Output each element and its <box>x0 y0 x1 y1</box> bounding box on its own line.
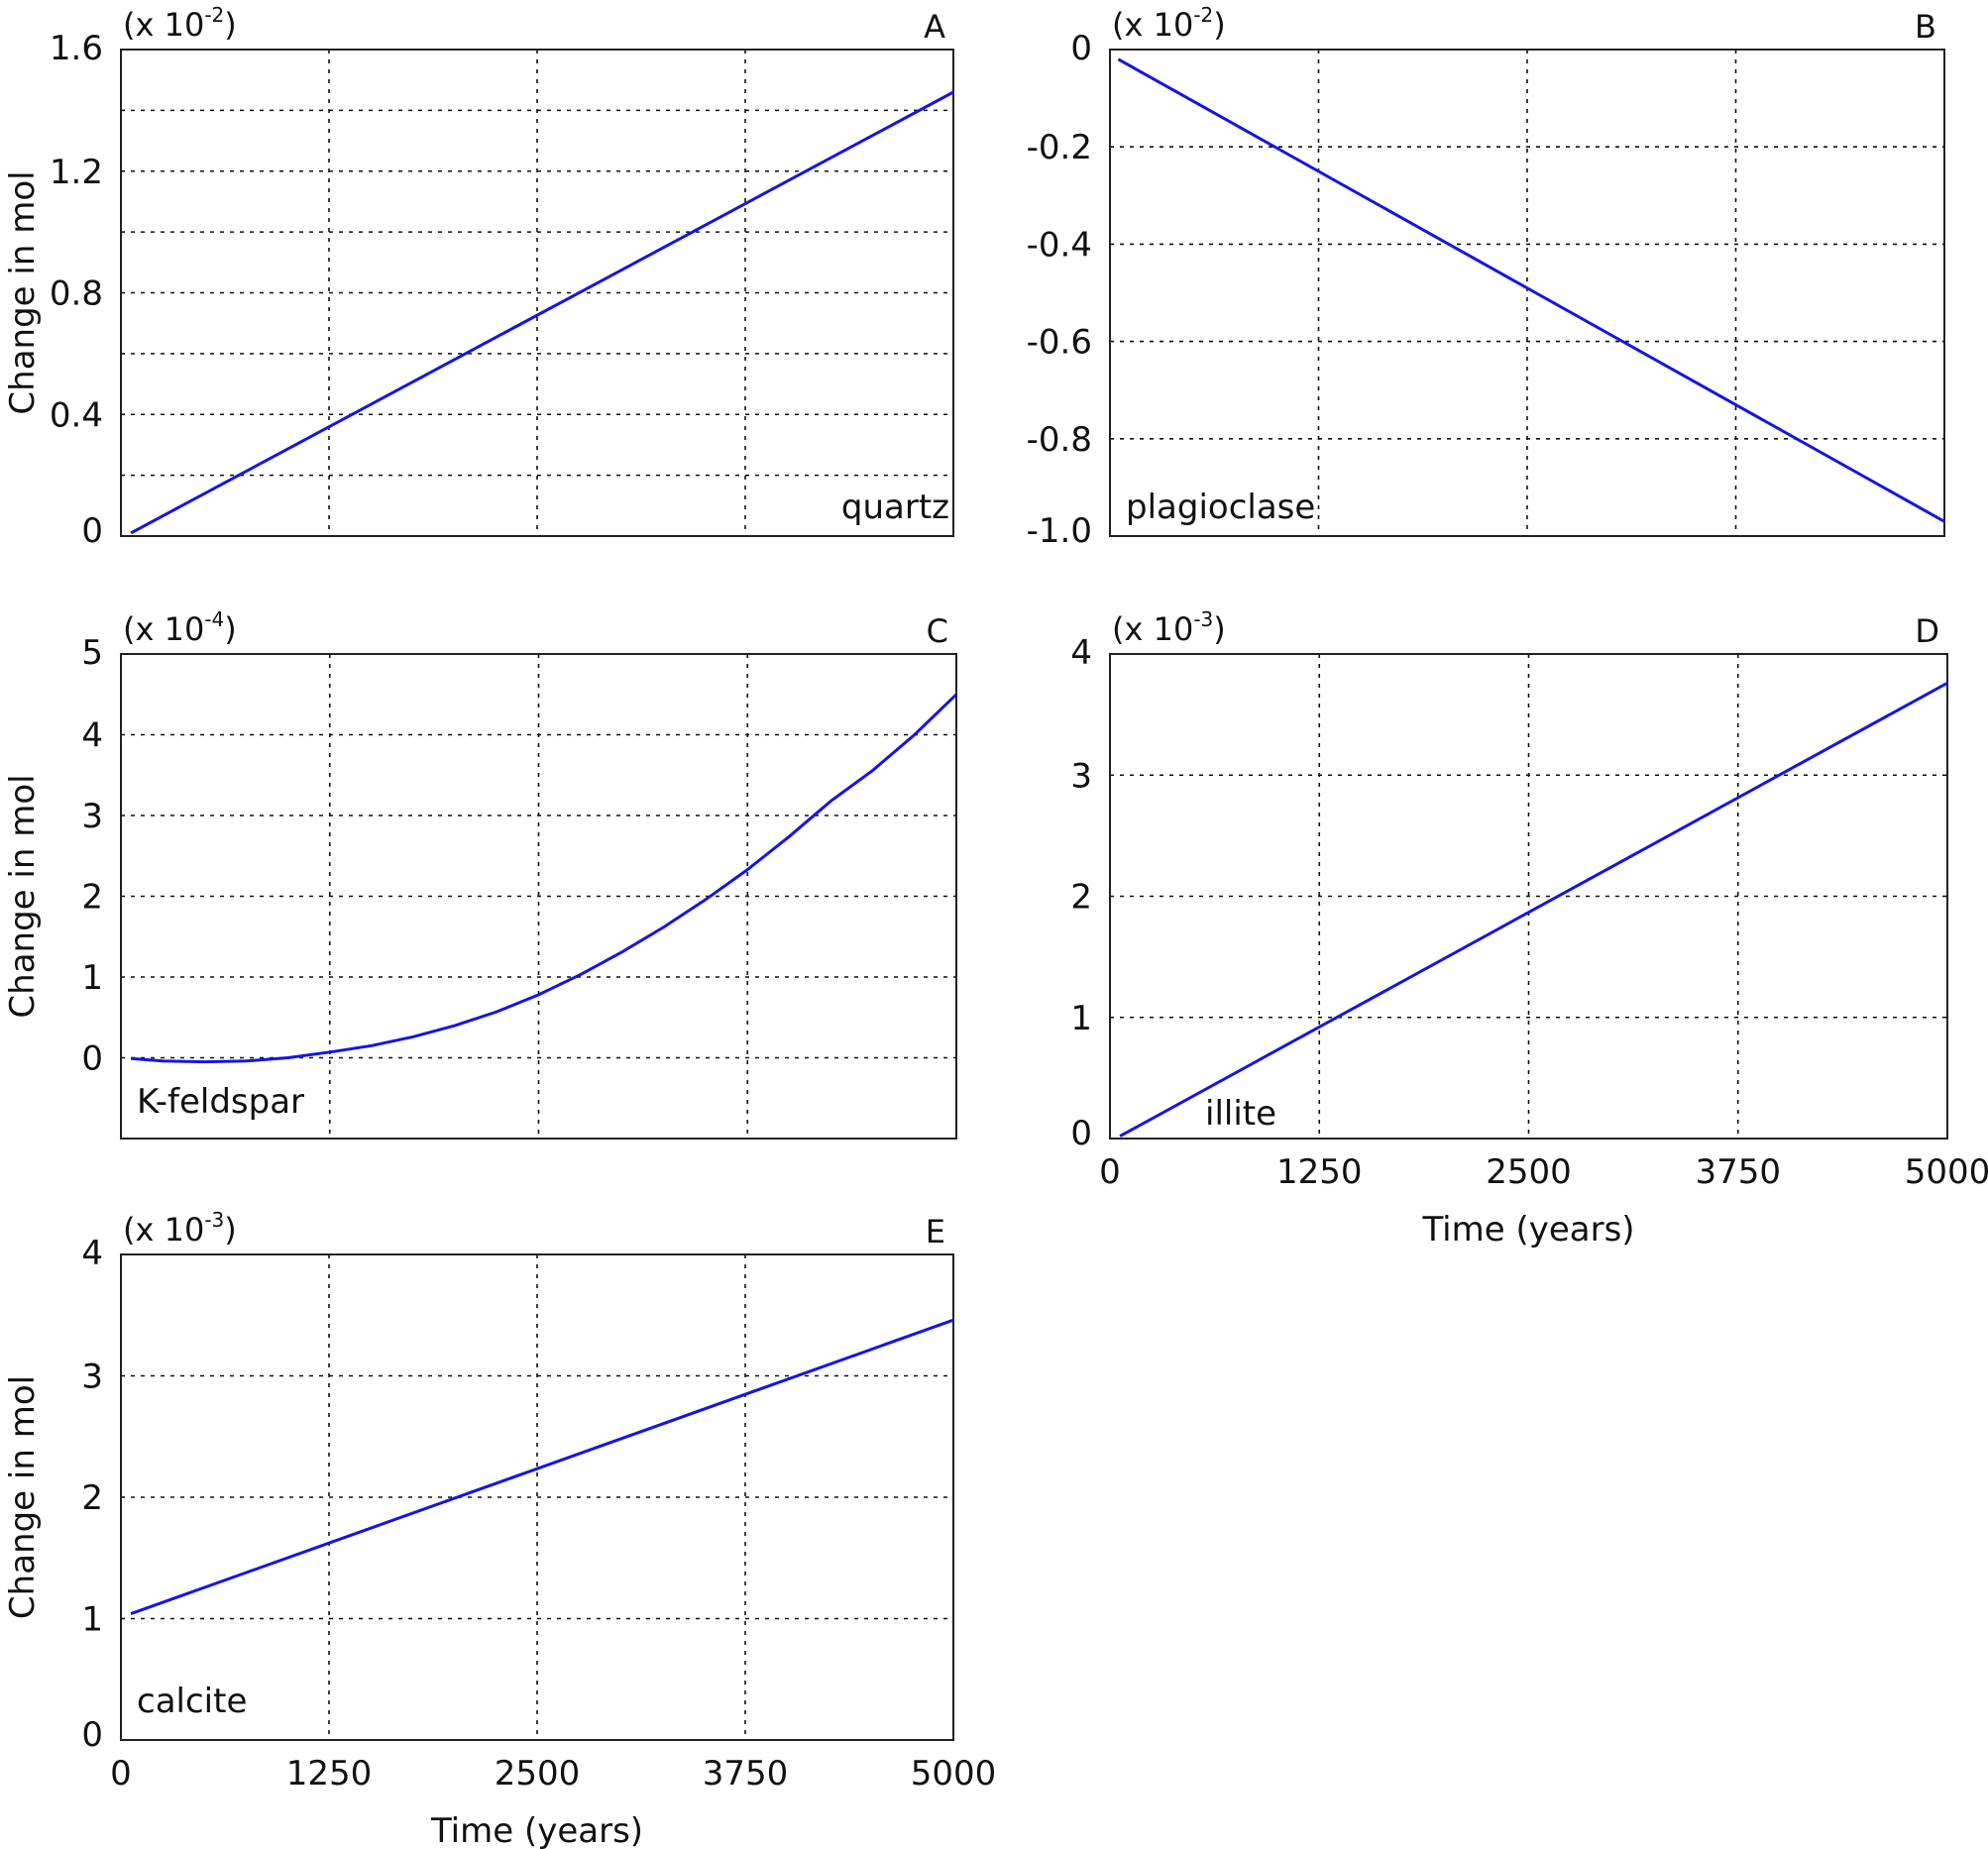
panel-b: -1.0 -0.8 -0.6 -0.4 -0.2 0 (x 10-2) Bplagioclas… <box>1027 3 1945 551</box>
panel-letter: E <box>926 1213 945 1251</box>
mineral-label: quartz <box>841 488 949 527</box>
y-tick-label: 2 <box>81 878 103 918</box>
y-tick-label: 3 <box>81 1358 103 1397</box>
plot-frame <box>120 653 957 1140</box>
panel-letter: D <box>1915 612 1939 650</box>
y-tick-label: -1.0 <box>1027 511 1092 551</box>
y-tick-label: 3 <box>1070 756 1092 796</box>
series-line-d <box>1119 681 1948 1138</box>
panel-e: 0 1 2 3 4 0 1250 2500 3750 5000 Time (years) Change… <box>3 1208 996 1849</box>
mineral-label: K-feldspar <box>137 1082 304 1122</box>
mineral-label: illite <box>1205 1094 1276 1134</box>
scale-multiplier: (x 10-3) <box>1112 607 1226 648</box>
x-tick-label: 2500 <box>1486 1152 1572 1192</box>
y-tick-label: 0 <box>81 511 103 551</box>
y-tick-label: -0.6 <box>1027 323 1092 363</box>
x-tick-label: 5000 <box>911 1754 997 1794</box>
x-tick-label: 3750 <box>1695 1152 1781 1192</box>
y-tick-label: 1.2 <box>50 153 103 192</box>
mineral-label: plagioclase <box>1126 488 1315 527</box>
x-tick-label: 3750 <box>703 1754 789 1794</box>
panel-letter: A <box>924 8 945 46</box>
panel-letter: C <box>927 612 948 650</box>
y-tick-label: -0.4 <box>1027 225 1092 265</box>
y-tick-label: 0 <box>1070 29 1092 68</box>
scale-multiplier: (x 10-4) <box>123 607 237 648</box>
plot-frame <box>120 1253 954 1741</box>
scale-multiplier: (x 10-2) <box>123 3 237 44</box>
scale-multiplier: (x 10-3) <box>123 1208 237 1249</box>
panel-c: 0 1 2 3 4 5 Change in mol (x 10-4) C K-feldspar <box>3 607 958 1140</box>
x-axis-title: Time (years) <box>1421 1210 1634 1250</box>
mineral-label: calcite <box>137 1682 247 1721</box>
y-tick-label: 0.8 <box>50 274 103 314</box>
y-tick-label: 3 <box>81 797 103 836</box>
y-tick-label: 5 <box>81 633 103 673</box>
series-line-b <box>1117 57 1945 523</box>
y-tick-label: 1.6 <box>50 29 103 68</box>
panel-d: 0 1 2 3 4 0 1250 2500 3750 5000 Time (years) (x 10-… <box>1070 607 1988 1250</box>
series-line-a <box>130 90 954 535</box>
x-tick-label: 2500 <box>495 1754 581 1794</box>
series-line-c <box>130 693 958 1064</box>
panel-a: 0 0.4 0.8 1.2 1.6 Change in mol (x 10-2) Aquart… <box>3 3 954 551</box>
y-tick-label: 2 <box>1070 878 1092 918</box>
y-tick-label: 0 <box>81 1715 103 1755</box>
series-line-e <box>130 1318 954 1616</box>
x-axis-title: Time (years) <box>430 1811 643 1849</box>
y-tick-label: 0 <box>81 1039 103 1079</box>
y-tick-label: 4 <box>81 1234 103 1273</box>
plot-frame <box>1109 49 1945 537</box>
y-axis-title: Change in mol <box>3 170 43 414</box>
y-tick-label: 4 <box>1070 633 1092 673</box>
x-tick-label: 1250 <box>286 1754 373 1794</box>
x-tick-label: 5000 <box>1905 1152 1988 1192</box>
plot-frame <box>120 49 954 537</box>
y-tick-label: 4 <box>81 716 103 756</box>
y-tick-label: 1 <box>81 958 103 998</box>
y-axis-title: Change in mol <box>3 774 43 1018</box>
scale-multiplier: (x 10-2) <box>1112 3 1226 44</box>
x-tick-label: 0 <box>1099 1152 1121 1192</box>
y-tick-label: 0 <box>1070 1114 1092 1153</box>
y-tick-label: -0.2 <box>1027 128 1092 167</box>
x-tick-label: 0 <box>110 1754 132 1794</box>
y-tick-label: 0.4 <box>50 395 103 435</box>
y-tick-label: 1 <box>1070 999 1092 1038</box>
y-tick-label: 1 <box>81 1600 103 1640</box>
x-tick-label: 1250 <box>1276 1152 1363 1192</box>
y-axis-title: Change in mol <box>3 1375 43 1619</box>
y-tick-label: -0.8 <box>1027 420 1092 460</box>
plot-frame <box>1109 653 1948 1140</box>
y-tick-label: 2 <box>81 1478 103 1518</box>
panel-letter: B <box>1915 8 1936 46</box>
